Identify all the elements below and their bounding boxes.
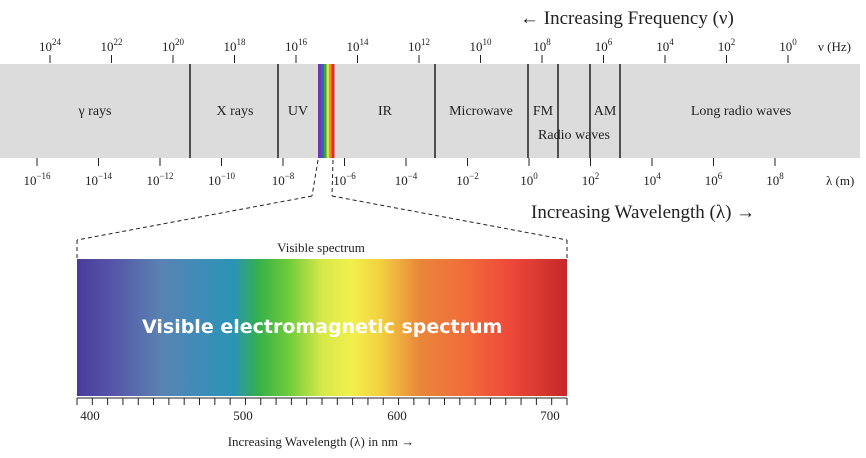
band-gamma-rays: γ rays (77, 104, 111, 119)
visible-overlay-text: Visible electromagnetic spectrum (142, 316, 502, 338)
frequency-tick-label: 1020 (162, 37, 185, 54)
wavelength-tick-label: 102 (582, 171, 600, 188)
frequency-tick-label: 100 (779, 37, 797, 54)
wavelength-tick-label: 10−16 (23, 171, 51, 188)
band-dividers (189, 64, 621, 158)
visible-spectrum-bar (77, 259, 567, 396)
frequency-tick-label: 1022 (101, 37, 123, 54)
frequency-tick-label: 102 (718, 37, 736, 54)
frequency-unit: ν (Hz) (818, 39, 851, 54)
visible-tick-400: 400 (80, 408, 100, 423)
visible-tick-500: 500 (233, 408, 253, 423)
frequency-tick-label: 1014 (347, 37, 370, 54)
band-microwave: Microwave (449, 104, 513, 119)
band-long-radio-waves: Long radio waves (691, 104, 791, 119)
band-uv: UV (288, 104, 308, 119)
frequency-tick-label: 1016 (285, 37, 308, 54)
visible-strip (318, 64, 335, 158)
wavelength-unit: λ (m) (826, 173, 854, 188)
wavelength-tick-label: 10−2 (456, 171, 479, 188)
band-fm: FM (533, 104, 554, 119)
wavelength-arrow-title: Increasing Wavelength (λ) → (531, 202, 755, 223)
frequency-tick-label: 108 (533, 37, 551, 54)
visible-tick-600: 600 (387, 408, 407, 423)
frequency-arrow-title: ← Increasing Frequency (ν) (520, 8, 734, 29)
wavelength-tick-label: 100 (520, 171, 538, 188)
wavelength-tick-label: 108 (766, 171, 784, 188)
band-x-rays: X rays (217, 104, 254, 119)
frequency-tick-label: 1010 (470, 37, 493, 54)
frequency-tick-label: 106 (595, 37, 613, 54)
frequency-tick-label: 1012 (408, 37, 430, 54)
spectrum-band (0, 64, 860, 158)
band-ir: IR (378, 104, 393, 119)
visible-tick-700: 700 (540, 408, 560, 423)
frequency-tick-label: 104 (656, 37, 674, 54)
band-radio-waves: Radio waves (538, 128, 610, 143)
wavelength-tick-label: 10−4 (395, 171, 418, 188)
frequency-tick-label: 1018 (224, 37, 247, 54)
wavelength-tick-label: 10−10 (208, 171, 236, 188)
visible-axis-label: Increasing Wavelength (λ) in nm → (228, 434, 415, 449)
wavelength-tick-label: 10−12 (146, 171, 173, 188)
wavelength-tick-label: 10−8 (272, 171, 295, 188)
zoom-lines (76, 159, 568, 259)
frequency-axis: 1024 1022 1020 1018 1016 1014 1012 1010 108 106 10… (39, 37, 797, 63)
frequency-tick-label: 1024 (39, 37, 62, 54)
visible-axis-ticks (76, 398, 568, 405)
wavelength-tick-label: 106 (705, 171, 723, 188)
wavelength-tick-label: 10−14 (85, 171, 113, 188)
wavelength-tick-label: 104 (643, 171, 661, 188)
band-am: AM (594, 104, 617, 119)
wavelength-tick-label: 10−6 (333, 171, 356, 188)
wavelength-axis: 10−16 10−14 10−12 10−10 10−8 10−6 10−4 10−2 100 1… (23, 158, 784, 188)
visible-spectrum-title: Visible spectrum (277, 240, 365, 255)
